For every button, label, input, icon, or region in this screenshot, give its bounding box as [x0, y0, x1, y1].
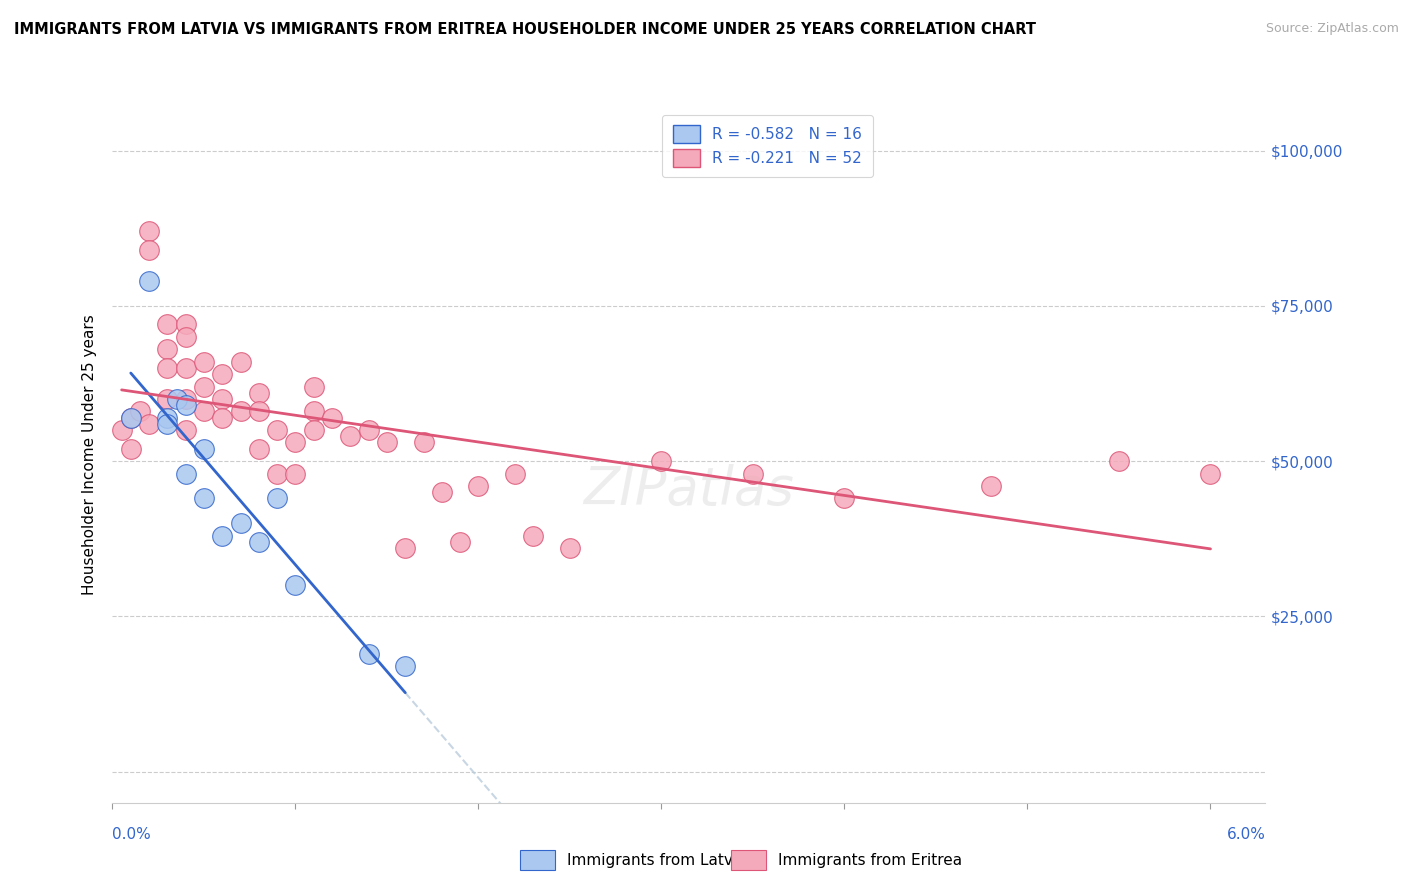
Point: [229, 404, 252, 418]
Point: [980, 479, 1002, 493]
Point: [247, 404, 270, 418]
Point: [284, 467, 307, 481]
Point: [284, 435, 307, 450]
Point: [156, 318, 179, 332]
Point: [302, 423, 325, 437]
Point: [247, 385, 270, 400]
Point: [193, 491, 215, 506]
Point: [742, 467, 765, 481]
Y-axis label: Householder Income Under 25 years: Householder Income Under 25 years: [82, 315, 97, 595]
Point: [211, 410, 233, 425]
Point: [138, 274, 160, 288]
Point: [138, 417, 160, 431]
Point: [120, 410, 142, 425]
Point: [193, 442, 215, 456]
Text: 0.0%: 0.0%: [112, 827, 152, 841]
Point: [156, 392, 179, 406]
Point: [120, 442, 142, 456]
Point: [394, 541, 416, 555]
Point: [357, 647, 380, 661]
Point: [211, 529, 233, 543]
Point: [558, 541, 581, 555]
Point: [503, 467, 526, 481]
Point: [339, 429, 361, 443]
Point: [174, 398, 197, 412]
Point: [229, 516, 252, 531]
Point: [174, 392, 197, 406]
Point: [375, 435, 398, 450]
Point: [156, 417, 179, 431]
Legend: R = -0.582   N = 16, R = -0.221   N = 52: R = -0.582 N = 16, R = -0.221 N = 52: [662, 115, 873, 178]
Point: [166, 392, 188, 406]
Point: [357, 423, 380, 437]
Point: [229, 355, 252, 369]
Point: [266, 467, 288, 481]
Text: 6.0%: 6.0%: [1226, 827, 1265, 841]
Point: [174, 330, 197, 344]
Point: [247, 442, 270, 456]
Point: [266, 491, 288, 506]
Point: [193, 404, 215, 418]
Point: [302, 404, 325, 418]
Point: [449, 534, 471, 549]
Point: [111, 423, 134, 437]
Point: [266, 423, 288, 437]
Point: [156, 410, 179, 425]
Point: [467, 479, 489, 493]
Point: [430, 485, 453, 500]
Point: [1108, 454, 1130, 468]
Point: [138, 243, 160, 257]
Point: [302, 379, 325, 393]
Point: [193, 379, 215, 393]
Text: Immigrants from Latvia: Immigrants from Latvia: [567, 854, 747, 868]
Point: [321, 410, 343, 425]
Text: Immigrants from Eritrea: Immigrants from Eritrea: [778, 854, 962, 868]
Point: [247, 534, 270, 549]
Text: ZIPatlas: ZIPatlas: [583, 464, 794, 516]
Text: IMMIGRANTS FROM LATVIA VS IMMIGRANTS FROM ERITREA HOUSEHOLDER INCOME UNDER 25 YE: IMMIGRANTS FROM LATVIA VS IMMIGRANTS FRO…: [14, 22, 1036, 37]
Point: [211, 392, 233, 406]
Point: [284, 578, 307, 592]
Point: [1199, 467, 1222, 481]
Point: [412, 435, 434, 450]
Point: [174, 467, 197, 481]
Point: [129, 404, 152, 418]
Point: [193, 355, 215, 369]
Point: [522, 529, 544, 543]
Point: [174, 423, 197, 437]
Point: [120, 410, 142, 425]
Point: [650, 454, 672, 468]
Point: [211, 367, 233, 381]
Point: [174, 360, 197, 375]
Point: [394, 659, 416, 673]
Point: [156, 360, 179, 375]
Point: [174, 318, 197, 332]
Point: [156, 343, 179, 357]
Text: Source: ZipAtlas.com: Source: ZipAtlas.com: [1265, 22, 1399, 36]
Point: [834, 491, 856, 506]
Point: [138, 224, 160, 238]
